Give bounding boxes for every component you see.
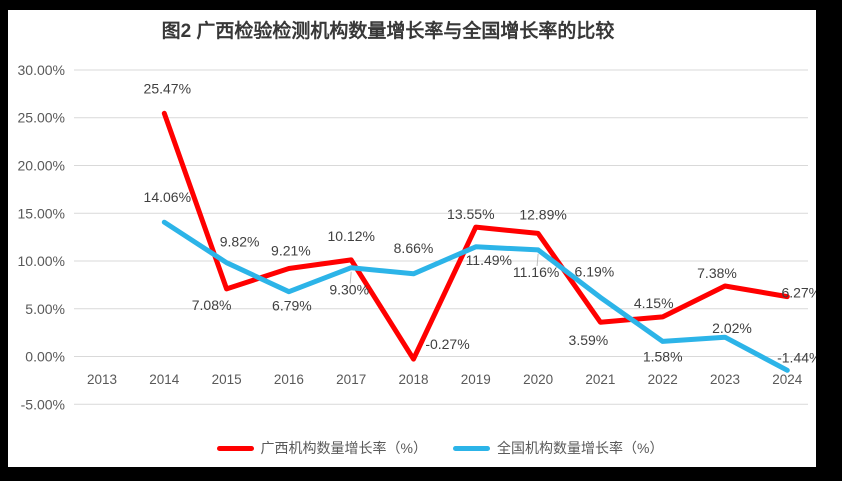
legend-swatch-guangxi-red-line — [216, 445, 254, 451]
x-axis-year-label: 2016 — [274, 372, 304, 387]
y-axis-tick-label: 10.00% — [18, 253, 65, 269]
data-point-label: 7.38% — [697, 265, 737, 281]
x-axis-year-label: 2019 — [461, 372, 491, 387]
chart-title: 图2 广西检验检测机构数量增长率与全国增长率的比较 — [161, 21, 615, 42]
legend-swatch-national-blue-line — [453, 445, 490, 451]
y-axis-tick-label: 20.00% — [18, 158, 65, 174]
data-point-label: 9.82% — [220, 234, 260, 250]
x-axis-year-label: 2017 — [336, 372, 366, 387]
data-point-label: 3.59% — [569, 332, 609, 348]
data-point-label: 13.55% — [447, 206, 494, 222]
line-chart-plot: 30.00% 25.00% 20.00% 15.00% 10.00% 5.00% 0.00%… — [18, 62, 816, 412]
series-line-national — [161, 219, 790, 373]
data-point-label: 8.66% — [394, 240, 434, 256]
chart-legend: 广西机构数量增长率（%） 全国机构数量增长率（%） — [64, 438, 816, 458]
y-axis-tick-label: 0.00% — [25, 349, 65, 365]
data-point-label: -0.27% — [425, 336, 469, 352]
chart-frame: 图2 广西检验检测机构数量增长率与全国增长率的比较 30.00% 25.00% 20… — [8, 10, 816, 467]
data-point-label: 25.47% — [144, 80, 191, 96]
label-leader-line — [536, 253, 539, 266]
x-axis-year-label: 2021 — [585, 372, 615, 387]
y-axis-tick-label: -5.00% — [21, 396, 65, 412]
data-point-label: 9.21% — [271, 243, 311, 259]
data-point-label: 4.15% — [634, 295, 674, 311]
data-point-label: 11.49% — [466, 252, 512, 268]
data-point-label: 6.19% — [575, 263, 615, 279]
series-line-guangxi — [161, 110, 790, 362]
data-point-label: 11.16% — [513, 264, 559, 280]
data-point-label: 10.12% — [327, 228, 374, 244]
y-axis-tick-label: 15.00% — [18, 205, 65, 221]
data-point-label: 6.27% — [781, 285, 816, 301]
x-axis-year-label: 2014 — [149, 372, 180, 387]
legend-label-guangxi: 广西机构数量增长率（%） — [260, 440, 427, 456]
data-point-label: 6.79% — [272, 298, 312, 314]
x-axis-year-label: 2024 — [772, 372, 803, 387]
x-axis-year-label: 2015 — [212, 372, 242, 387]
legend-label-national: 全国机构数量增长率（%） — [497, 440, 664, 456]
legend-item-national: 全国机构数量增长率（%） — [453, 438, 663, 458]
x-axis-year-label: 2013 — [87, 372, 117, 387]
data-point-label: 9.30% — [329, 282, 369, 298]
y-axis-tick-label: 25.00% — [18, 110, 65, 126]
data-point-label: 12.89% — [519, 206, 566, 222]
x-axis-year-label: 2020 — [523, 372, 553, 387]
data-point-label: 14.06% — [144, 189, 191, 205]
legend-item-guangxi: 广西机构数量增长率（%） — [216, 438, 427, 458]
data-point-label: -1.44% — [777, 349, 816, 365]
data-point-label: 2.02% — [712, 320, 752, 336]
y-axis-tick-label: 5.00% — [25, 301, 65, 317]
data-point-label: 7.08% — [192, 297, 232, 313]
x-axis-year-label: 2018 — [398, 372, 428, 387]
x-axis-year-label: 2023 — [710, 372, 740, 387]
x-axis-year-label: 2022 — [648, 372, 678, 387]
data-point-label: 1.58% — [643, 348, 683, 364]
y-axis-tick-label: 30.00% — [18, 62, 65, 78]
label-leader-line — [349, 271, 352, 284]
